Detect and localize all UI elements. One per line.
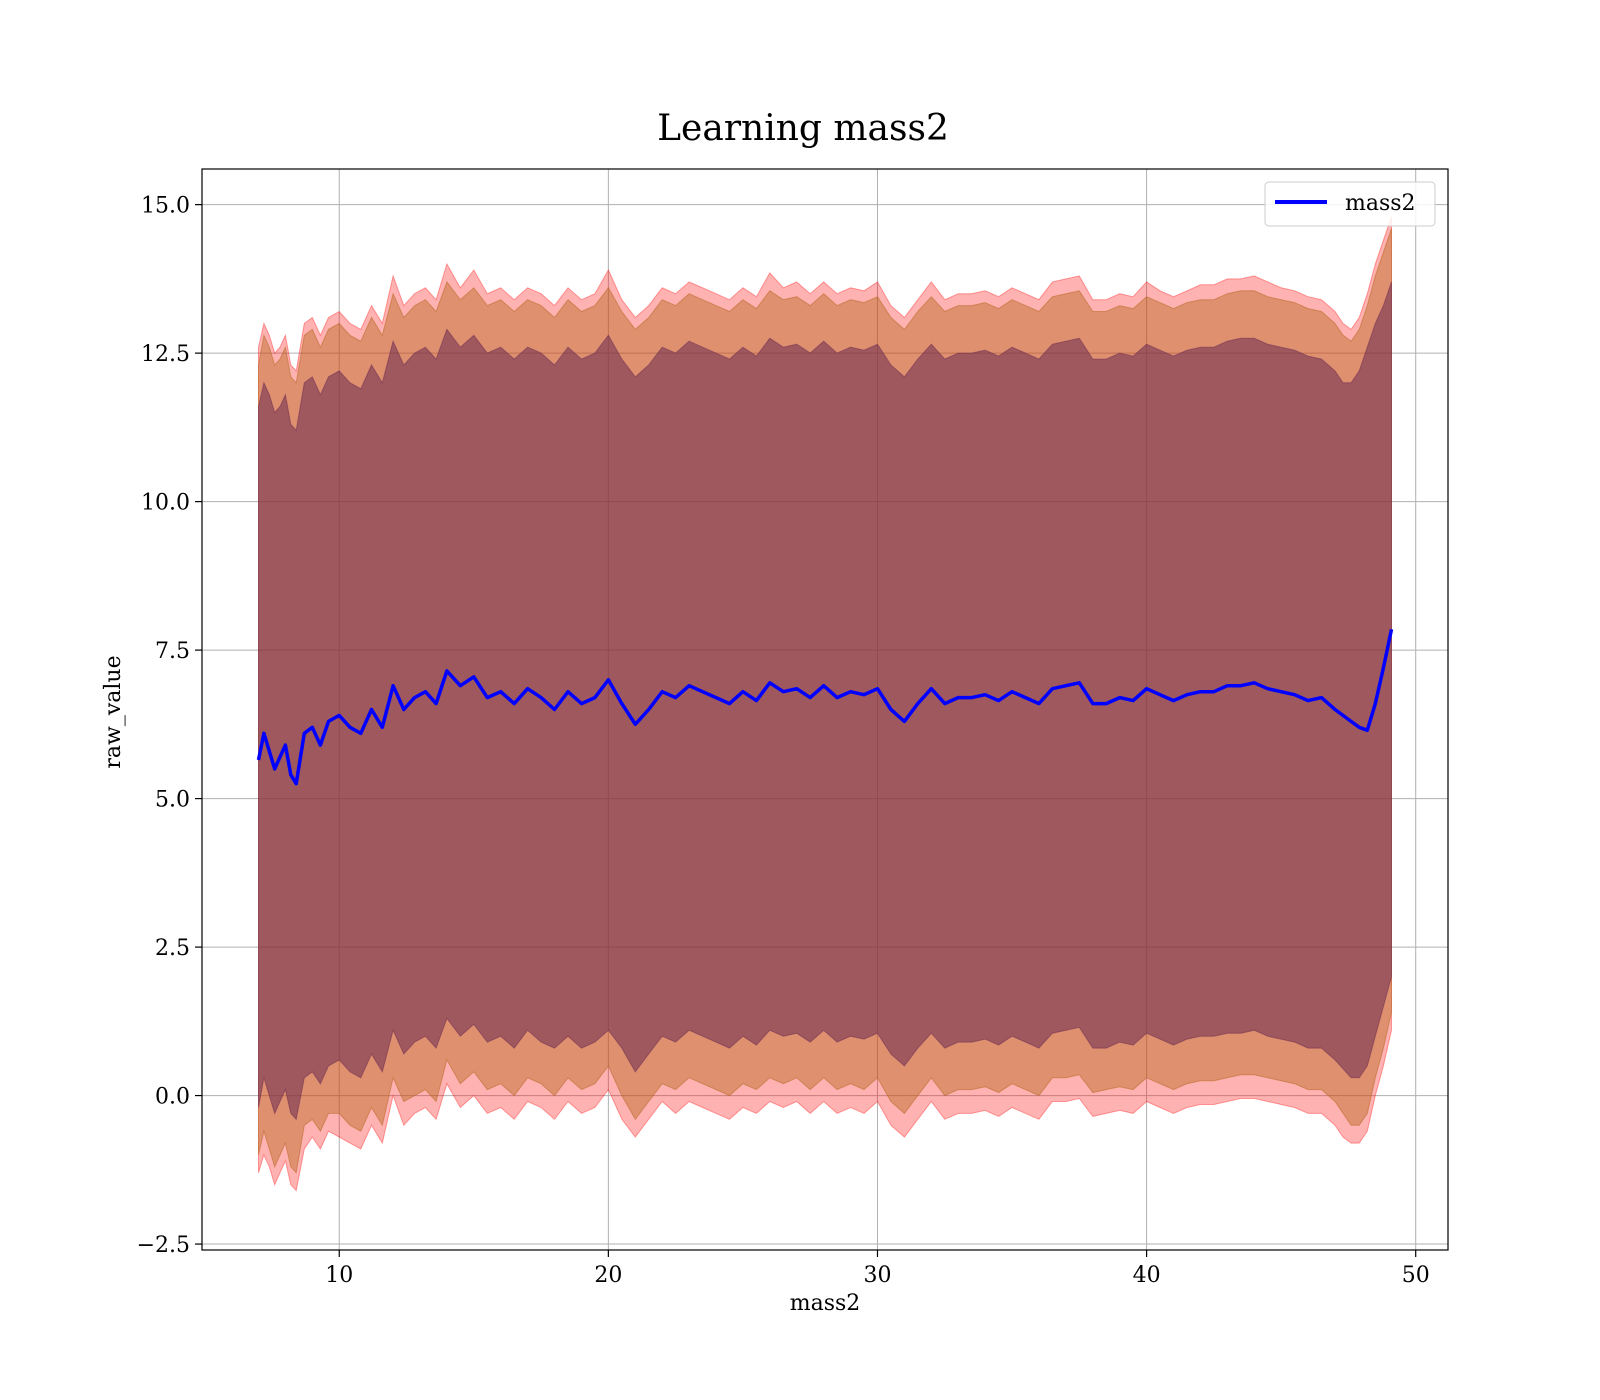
y-tick-label: 2.5	[155, 936, 190, 961]
y-tick-label: 7.5	[155, 639, 190, 664]
x-tick-label: 40	[1133, 1263, 1161, 1288]
x-tick-label: 50	[1402, 1263, 1430, 1288]
x-tick-label: 30	[863, 1263, 891, 1288]
uncertainty-bands	[258, 216, 1392, 1192]
y-tick-label: 15.0	[141, 194, 190, 219]
y-axis-ticks: −2.5 0.0 2.5 5.0 7.5 10.0 12.5 15.0	[137, 194, 202, 1258]
x-axis-label: mass2	[790, 1291, 861, 1316]
y-tick-label: 0.0	[155, 1085, 190, 1110]
chart-title: Learning mass2	[657, 108, 949, 149]
series-lines	[256, 628, 1394, 786]
series-line-mass2	[256, 628, 1394, 786]
y-axis-label: raw_value	[101, 655, 126, 768]
legend-frame	[1264, 181, 1436, 227]
y-tick-label: 5.0	[155, 788, 190, 813]
x-axis-ticks: 10 20 30 40 50	[325, 1250, 1430, 1288]
y-tick-label: −2.5	[137, 1233, 190, 1258]
x-tick-label: 10	[325, 1263, 353, 1288]
plot-frame	[201, 168, 1449, 1251]
x-tick-label: 20	[594, 1263, 622, 1288]
legend-label-mass2: mass2	[1345, 191, 1416, 216]
legend: mass2	[1264, 181, 1436, 227]
band-inner	[258, 281, 1392, 1121]
y-tick-label: 12.5	[141, 342, 190, 367]
y-tick-label: 10.0	[141, 491, 190, 516]
